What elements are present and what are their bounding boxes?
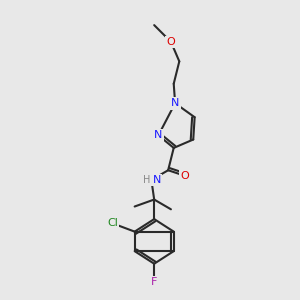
Text: F: F — [151, 277, 158, 287]
Text: O: O — [181, 171, 189, 181]
Text: N: N — [154, 130, 163, 140]
Text: O: O — [167, 37, 175, 47]
Text: N: N — [153, 175, 161, 185]
Text: Cl: Cl — [107, 218, 118, 228]
Text: H: H — [142, 175, 150, 185]
Text: N: N — [171, 98, 179, 108]
